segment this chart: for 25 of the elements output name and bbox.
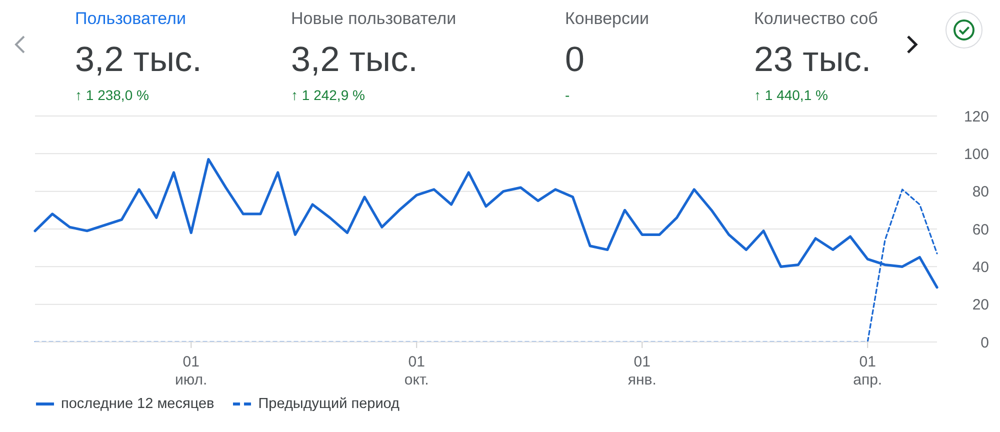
text: - xyxy=(565,86,571,104)
legend-label: Предыдущий период xyxy=(258,396,400,412)
y-tick-label: 0 xyxy=(980,334,989,352)
x-tick-label: 01 янв. xyxy=(628,354,656,389)
text: 23 тыс. xyxy=(754,39,872,81)
y-tick-label: 100 xyxy=(964,146,989,163)
x-tick-label: 01 апр. xyxy=(853,354,882,389)
text: ↑ 1 440,1 % xyxy=(754,86,829,104)
text: 0 xyxy=(565,39,586,81)
text: Пользователи xyxy=(75,8,187,30)
x-tick-label: 01 июл. xyxy=(175,354,208,389)
text: Количество соб xyxy=(754,8,878,30)
y-tick-label: 20 xyxy=(972,296,989,314)
x-tick-label: 01 окт. xyxy=(404,354,429,389)
legend-label: последние 12 месяцев xyxy=(61,396,214,412)
text: 3,2 тыс. xyxy=(291,39,419,81)
y-tick-label: 40 xyxy=(972,258,989,276)
text: Конверсии xyxy=(565,8,649,30)
y-tick-label: 120 xyxy=(964,108,989,126)
text: 3,2 тыс. xyxy=(75,39,202,81)
text: Новые пользователи xyxy=(291,8,456,30)
y-tick-label: 60 xyxy=(972,221,989,238)
text: ↑ 1 242,9 % xyxy=(291,86,366,104)
y-tick-label: 80 xyxy=(972,184,989,201)
text: ↑ 1 238,0 % xyxy=(75,86,150,104)
